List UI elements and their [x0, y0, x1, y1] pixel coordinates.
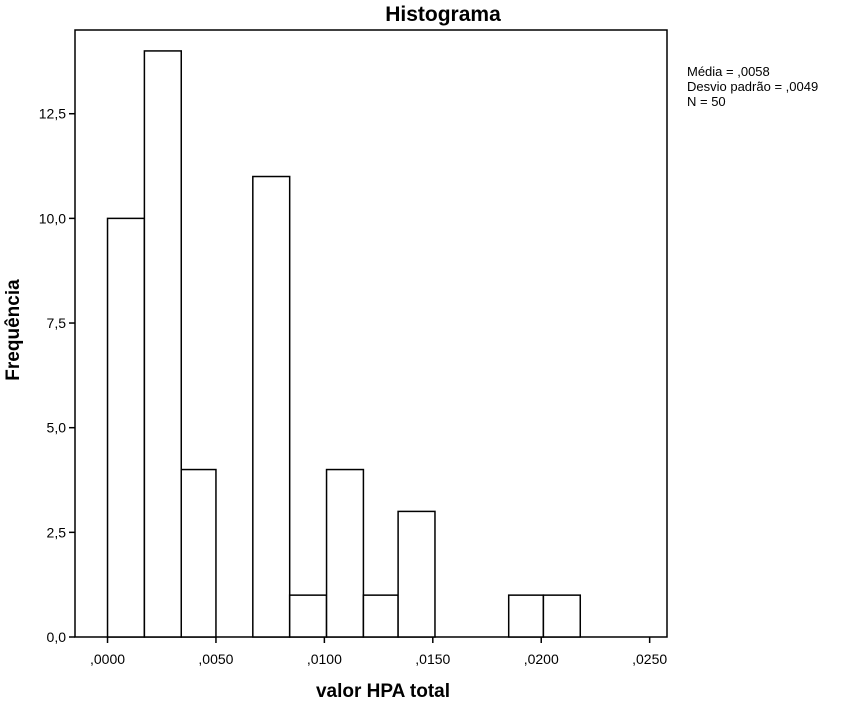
histogram-bar-6	[325, 468, 365, 638]
y-tick-label-4: 10,0	[39, 210, 66, 226]
histogram-bar-11	[507, 594, 545, 638]
histogram-bar-8	[397, 510, 436, 638]
histogram-bar-12	[542, 594, 582, 638]
x-tick-label-1: ,0050	[198, 651, 233, 667]
histogram-bar-7	[362, 594, 399, 638]
y-axis: 0,0 2,5 5,0 7,5 10,0 12,5	[39, 106, 75, 645]
stats-box: Média = ,0058 Desvio padrão = ,0049 N = …	[687, 64, 818, 109]
histogram-bar-2	[180, 468, 217, 638]
y-axis-label: Frequência	[3, 279, 24, 381]
histogram-bar-4	[252, 175, 291, 638]
y-tick-label-0: 0,0	[47, 629, 67, 645]
x-axis: ,0000 ,0050 ,0100 ,0150 ,0200 ,0250	[90, 637, 667, 667]
y-tick-label-5: 12,5	[39, 106, 66, 122]
x-tick-label-0: ,0000	[90, 651, 125, 667]
y-tick-label-2: 5,0	[47, 420, 67, 436]
stats-n: N = 50	[687, 94, 726, 109]
bars-group	[106, 50, 582, 638]
histogram-bar-1	[143, 50, 183, 638]
x-axis-label: valor HPA total	[316, 681, 450, 702]
x-tick-label-3: ,0150	[415, 651, 450, 667]
y-tick-label-3: 7,5	[47, 315, 67, 331]
chart-title: Histograma	[385, 3, 501, 26]
x-tick-label-5: ,0250	[632, 651, 667, 667]
x-tick-label-4: ,0200	[524, 651, 559, 667]
histogram-bar-5	[288, 594, 328, 638]
stats-std: Desvio padrão = ,0049	[687, 79, 819, 94]
y-tick-label-1: 2,5	[47, 524, 67, 540]
x-tick-label-2: ,0100	[307, 651, 342, 667]
stats-mean: Média = ,0058	[687, 64, 770, 79]
histogram-bar-0	[106, 217, 146, 638]
